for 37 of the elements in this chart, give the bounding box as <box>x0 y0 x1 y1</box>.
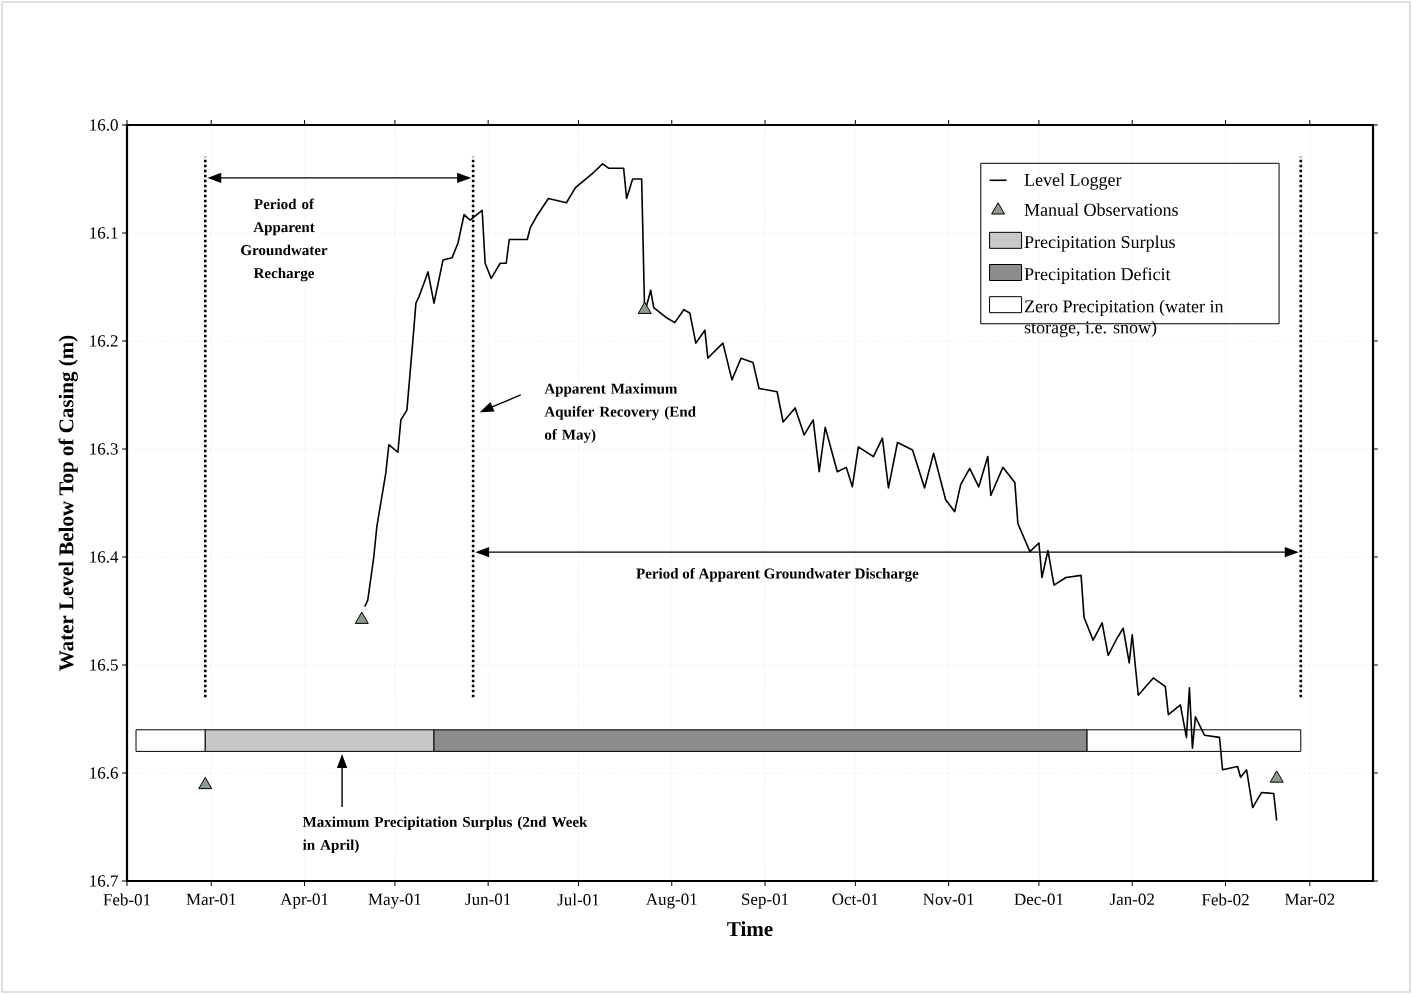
legend-label: Manual Observations <box>1024 203 1178 216</box>
legend-label: Precipitation Deficit <box>1024 267 1171 284</box>
legend-label: Zero Precipitation (water in storage, i.e. snow) <box>1024 299 1224 338</box>
y-tick-label: 16.6 <box>90 767 118 779</box>
annotation: Maximum Precipitation Surplus (2nd Week in April) <box>302 816 588 854</box>
y-axis-title: Water Level Below Top of Casing (m) <box>58 335 78 671</box>
x-tick-label: Nov-01 <box>923 893 974 905</box>
x-tick-label: Jan-02 <box>1109 893 1154 905</box>
x-tick-label: Aug-01 <box>645 893 697 909</box>
y-tick-label: 16.3 <box>90 443 118 455</box>
x-tick-label: Mar-01 <box>186 893 236 905</box>
x-tick-label: Apr-01 <box>280 893 328 909</box>
annotation: Apparent Maximum Aquifer Recovery (End of May) <box>544 383 696 443</box>
point <box>637 301 652 314</box>
x-tick-label: Sep-01 <box>742 893 789 909</box>
y-tick-label: 16.5 <box>90 659 118 671</box>
x-tick-label: Jun-01 <box>465 893 511 905</box>
x-tick-label: May-01 <box>368 893 421 909</box>
x-tick-label: Feb-01 <box>103 893 151 906</box>
y-tick-label: 16.7 <box>90 875 118 887</box>
point <box>354 611 369 624</box>
y-tick-label: 16.2 <box>90 335 118 347</box>
x-tick-label: Feb-02 <box>1201 893 1249 906</box>
x-tick-label: Mar-02 <box>1284 893 1335 905</box>
annotation: Period of Apparent Groundwater Recharge <box>241 198 328 282</box>
annotation: Period of Apparent Groundwater Discharge <box>636 567 919 582</box>
point <box>198 776 213 790</box>
x-tick-label: Jul-01 <box>557 893 599 906</box>
legend-label: Level Logger <box>1024 173 1122 190</box>
y-tick-label: 16.0 <box>90 119 118 131</box>
x-tick-label: Oct-01 <box>832 893 878 905</box>
x-tick-label: Dec-01 <box>1014 893 1063 905</box>
point <box>1269 770 1284 783</box>
legend-label: Precipitation Surplus <box>1024 235 1175 252</box>
x-axis-title: Time <box>727 921 773 937</box>
y-tick-label: 16.4 <box>90 551 119 563</box>
y-tick-label: 16.1 <box>90 227 118 239</box>
